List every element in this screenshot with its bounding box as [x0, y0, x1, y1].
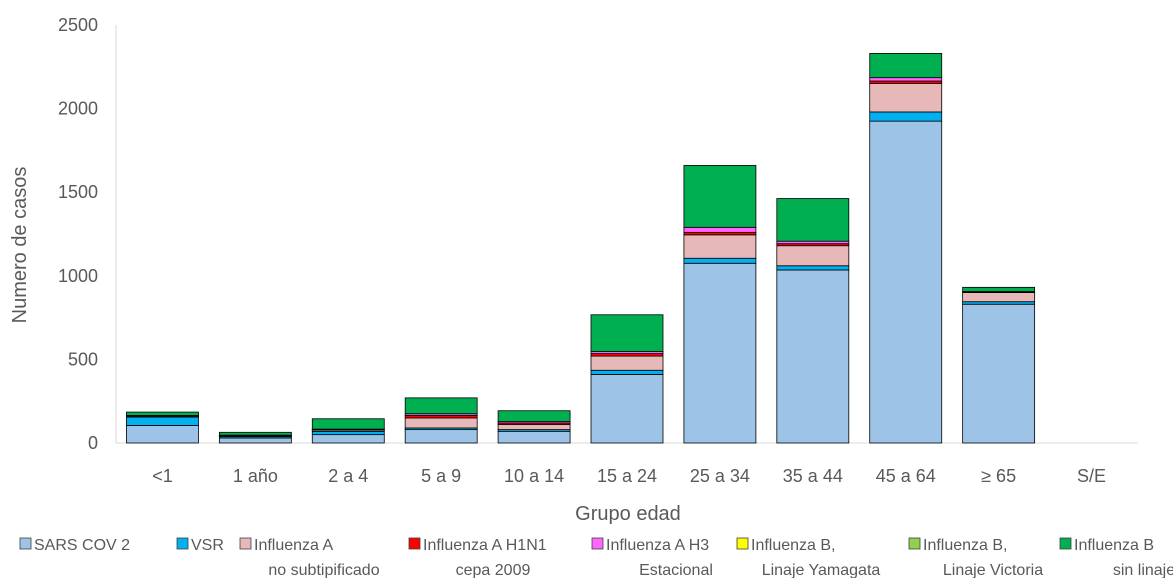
bar-segment-influenza-b-sin-linaje-10-a-14 [497, 410, 571, 422]
legend-item-sars-cov-2: SARS COV 2 [19, 537, 130, 554]
legend-item-vsr: VSR [176, 537, 224, 554]
legend-label-line2: Estacional [639, 562, 713, 578]
y-tick-label: 2000 [58, 99, 98, 119]
x-tick-label: 15 a 24 [597, 466, 657, 486]
bar-segment-sars-cov-2-10-a-14 [497, 430, 571, 444]
legend-label: Influenza A H1N1 [423, 537, 547, 554]
legend-label-line2: sin linaje [1113, 562, 1173, 578]
bar-segment-influenza-b-sin-linaje-65 [962, 286, 1036, 292]
bar-segment-influenza-b-sin-linaje-1 [126, 411, 199, 416]
y-tick-label: 2500 [58, 15, 98, 35]
bar-segment-influenza-b-sin-linaje-25-a-34 [683, 165, 757, 228]
bar-segment-influenza-b-sin-linaje-5-a-9 [404, 397, 478, 415]
legend-item-influenza-b-linaje-yamagata: Influenza B, Linaje Yamagata [736, 537, 881, 578]
legend-label-line2: no subtipificado [268, 562, 379, 578]
x-axis-title: Grupo edad [575, 503, 681, 525]
legend-label: SARS COV 2 [34, 537, 130, 554]
bar-segment-influenza-b-sin-linaje-1-a-o [218, 431, 292, 436]
bar-segment-vsr-45-a-64 [869, 111, 943, 122]
bar-segment-influenza-a-no-subtipificado-25-a-34 [683, 234, 757, 259]
legend-label-line2: Linaje Victoria [943, 562, 1043, 578]
y-axis-title: Numero de casos [9, 167, 31, 324]
y-tick-label: 500 [68, 349, 98, 369]
x-tick-label: 45 a 64 [876, 466, 936, 486]
legend-swatch [908, 537, 921, 550]
legend-swatch [736, 537, 749, 550]
bar-segment-sars-cov-2-25-a-34 [683, 262, 757, 444]
legend-label: VSR [191, 537, 224, 554]
bar-segment-influenza-a-no-subtipificado-35-a-44 [776, 245, 850, 267]
legend-label: Influenza B [1074, 537, 1154, 554]
y-axis-ticks: 0 500 1000 1500 2000 2500 [58, 15, 98, 453]
bar-segment-influenza-a-no-subtipificado-5-a-9 [404, 417, 478, 429]
y-tick-label: 0 [88, 433, 98, 453]
bar-segment-sars-cov-2-15-a-24 [590, 374, 664, 444]
legend-item-influenza-b-linaje-victoria: Influenza B, Linaje Victoria [908, 537, 1043, 578]
bar-segment-influenza-b-sin-linaje-15-a-24 [590, 314, 664, 352]
y-tick-label: 1500 [58, 182, 98, 202]
bar-segment-influenza-a-h3-estacional-25-a-34 [683, 226, 757, 233]
y-tick-label: 1000 [58, 266, 98, 286]
legend-item-influenza-a-h3-estacional: Influenza A H3 Estacional [591, 537, 713, 578]
bar-segment-sars-cov-2-1-a-o [218, 437, 292, 444]
bar-segment-sars-cov-2-45-a-64 [869, 120, 943, 444]
bar-segment-influenza-a-no-subtipificado-15-a-24 [590, 355, 664, 371]
bar-segment-influenza-b-sin-linaje-45-a-64 [869, 53, 943, 79]
bar-segment-vsr-15-a-24 [590, 369, 664, 375]
x-tick-label: 10 a 14 [504, 466, 564, 486]
legend-swatch [176, 537, 189, 550]
legend-swatch [239, 537, 252, 550]
legend-label: Influenza B, [923, 537, 1008, 554]
x-tick-label: 1 año [233, 466, 278, 486]
bar-segment-influenza-a-h3-estacional-45-a-64 [869, 77, 943, 82]
bar-segment-influenza-a-no-subtipificado-65 [962, 292, 1036, 303]
legend-swatch [408, 537, 421, 550]
bar-segment-sars-cov-2-5-a-9 [404, 429, 478, 444]
bar-segment-vsr-25-a-34 [683, 257, 757, 264]
legend-label: Influenza A [254, 537, 334, 554]
bar-segment-vsr-35-a-44 [776, 265, 850, 271]
x-tick-label: 5 a 9 [421, 466, 461, 486]
legend-label-line2: Linaje Yamagata [762, 562, 881, 578]
x-tick-label: 25 a 34 [690, 466, 750, 486]
plot-area [115, 25, 1138, 444]
x-axis-ticks: <1 1 año 2 a 4 5 a 9 10 a 14 15 a 24 25 a 34 35… [152, 466, 1106, 486]
legend: SARS COV 2 VSR Influenza A no subtipificado… [19, 537, 1173, 578]
bar-segment-vsr-2-a-4 [311, 430, 385, 436]
legend-item-influenza-a-h1n1-cepa-2009: Influenza A H1N1 cepa 2009 [408, 537, 547, 578]
bar-segment-sars-cov-2-35-a-44 [776, 269, 850, 444]
bar-segment-influenza-b-sin-linaje-35-a-44 [776, 198, 850, 242]
legend-item-influenza-a-no-subtipificado: Influenza A no subtipificado [239, 537, 380, 578]
legend-swatch [19, 537, 32, 550]
bar-segment-vsr-1 [126, 416, 199, 426]
bar-segment-influenza-a-no-subtipificado-45-a-64 [869, 83, 943, 113]
bar-segment-sars-cov-2-2-a-4 [311, 434, 385, 444]
x-tick-label: S/E [1077, 466, 1106, 486]
x-tick-label: <1 [152, 466, 173, 486]
bar-segment-sars-cov-2-65 [962, 303, 1036, 444]
legend-label-line2: cepa 2009 [456, 562, 531, 578]
x-tick-label: ≥ 65 [981, 466, 1016, 486]
legend-label: Influenza A H3 [606, 537, 709, 554]
bar-segment-influenza-a-no-subtipificado-10-a-14 [497, 424, 571, 431]
bar-segment-influenza-b-sin-linaje-2-a-4 [311, 418, 385, 430]
x-tick-label: 35 a 44 [783, 466, 843, 486]
x-tick-label: 2 a 4 [328, 466, 368, 486]
bar-segment-sars-cov-2-1 [126, 425, 199, 444]
legend-swatch [1059, 537, 1072, 550]
legend-swatch [591, 537, 604, 550]
legend-label: Influenza B, [751, 537, 836, 554]
legend-item-influenza-b-sin-linaje: Influenza B sin linaje [1059, 537, 1173, 578]
